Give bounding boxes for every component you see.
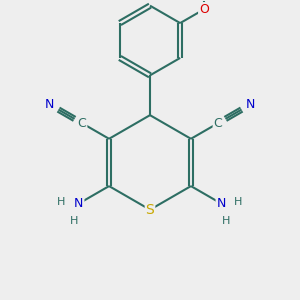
Text: N: N [245, 98, 255, 111]
Text: C: C [214, 117, 222, 130]
Text: H: H [234, 197, 243, 207]
Text: N: N [45, 98, 55, 111]
Text: N: N [74, 197, 84, 210]
Text: H: H [57, 197, 66, 207]
Text: H: H [222, 216, 230, 226]
Text: H: H [70, 216, 78, 226]
Text: O: O [199, 3, 209, 16]
Text: S: S [146, 203, 154, 217]
Text: N: N [216, 197, 226, 210]
Text: C: C [78, 117, 86, 130]
